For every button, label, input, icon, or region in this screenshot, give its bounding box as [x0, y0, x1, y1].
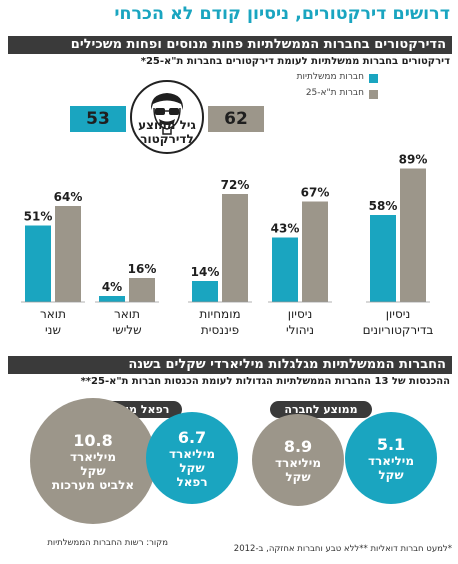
section1-subtitle: דירקטורים בחברות ממשלתיות לעומת דירקטורי… [140, 56, 450, 67]
section2-subtitle: ההכנסות של 13 החברות הממשלתיות הגדולות ל… [80, 376, 450, 387]
avg-ta-value: 8.9 [283, 436, 313, 456]
rafael-currency: שקל [179, 460, 205, 475]
category-label-1-1: ניהולי [286, 323, 314, 337]
avg-pill: ממוצע לחברה [270, 401, 372, 418]
bar-ta-2 [222, 194, 248, 302]
bar-gov-1 [272, 237, 298, 302]
bar-ta-1 [302, 201, 328, 302]
rafael-value: 6.7 [177, 427, 207, 447]
age-label: גיל ממוצע לדירקטור [115, 118, 219, 146]
bar-label-gov-2: 14% [191, 265, 220, 279]
elbit-circle: 10.8 מיליארד שקל אלביט מערכות [30, 398, 156, 524]
elbit-currency: שקל [80, 463, 106, 478]
section2-title: החברות הממשלתיות מגלגלות מיליארדי שקלים … [8, 356, 452, 374]
bar-ta-0 [400, 168, 426, 302]
bar-gov-0 [370, 215, 396, 302]
source-note: מקור: רשות החברות הממשלתיות [47, 538, 168, 548]
category-label-3-0: תואר [114, 307, 140, 321]
bar-label-ta-2: 72% [221, 178, 250, 192]
bar-ta-3 [129, 278, 155, 302]
age-gov-value: 53 [70, 106, 126, 132]
category-label-4-0: תואר [40, 307, 66, 321]
age-label-line1: גיל ממוצע [138, 118, 196, 132]
rafael-unit: מיליארד [168, 446, 216, 461]
category-label-0-0: ניסיון [386, 307, 411, 321]
headline: דרושים דירקטורים, ניסיון קודם לא הכרחי [114, 4, 450, 24]
rafael-name: רפאל [176, 474, 208, 489]
legend-ta-label: חברות ת"א-25 [305, 88, 364, 98]
category-label-2-1: פיננסית [201, 323, 239, 337]
category-label-3-1: שלישי [112, 323, 141, 337]
avg-gov-value: 5.1 [376, 434, 406, 454]
avg-gov-circle: 5.1 מיליארד שקל [345, 412, 437, 504]
age-ta-value: 62 [208, 106, 264, 132]
elbit-name: אלביט מערכות [51, 477, 135, 492]
elbit-value: 10.8 [73, 430, 113, 450]
legend-ta-swatch [369, 90, 378, 99]
avg-gov-currency: שקל [378, 467, 404, 482]
bar-label-ta-1: 67% [301, 186, 330, 200]
bar-label-gov-0: 58% [369, 199, 398, 213]
age-label-line2: לדירקטור [140, 132, 194, 146]
avatar [130, 80, 204, 154]
elbit-unit: מיליארד [69, 449, 117, 464]
bar-chart: 58% 89% ניסיון בדירקטוריונים 43% 67% ניסיון ניה… [21, 153, 434, 337]
bar-label-gov-3: 4% [102, 280, 122, 294]
avg-gov-unit: מיליארד [367, 453, 415, 468]
category-label-2-0: מומחיות [199, 307, 240, 321]
bar-label-ta-3: 16% [128, 262, 157, 276]
avg-ta-currency: שקל [285, 469, 311, 484]
rafael-circle: 6.7 מיליארד שקל רפאל [146, 412, 238, 504]
category-label-1-0: ניסיון [288, 307, 313, 321]
avg-ta-unit: מיליארד [274, 455, 322, 470]
bar-gov-4 [25, 225, 51, 302]
director-face-icon [150, 93, 184, 135]
category-label-0-1: בדירקטוריונים [363, 323, 434, 337]
footnote: *למעט חברות דואליות **ללא טבע וחברות אחז… [233, 544, 452, 554]
avg-ta-circle: 8.9 מיליארד שקל [252, 414, 344, 506]
bar-gov-2 [192, 281, 218, 302]
category-label-4-1: שני [45, 323, 61, 337]
section1-title: הדירקטורים בחברות הממשלתיות פחות מנוסים … [8, 36, 452, 54]
bar-gov-3 [99, 296, 125, 302]
bar-label-ta-4: 64% [54, 190, 83, 204]
legend-gov-swatch [369, 74, 378, 83]
legend-gov-label: חברות ממשלתיות [296, 72, 364, 82]
bar-ta-4 [55, 206, 81, 302]
bar-label-gov-1: 43% [271, 222, 300, 236]
bar-label-gov-4: 51% [24, 210, 53, 224]
bar-label-ta-0: 89% [399, 153, 428, 167]
